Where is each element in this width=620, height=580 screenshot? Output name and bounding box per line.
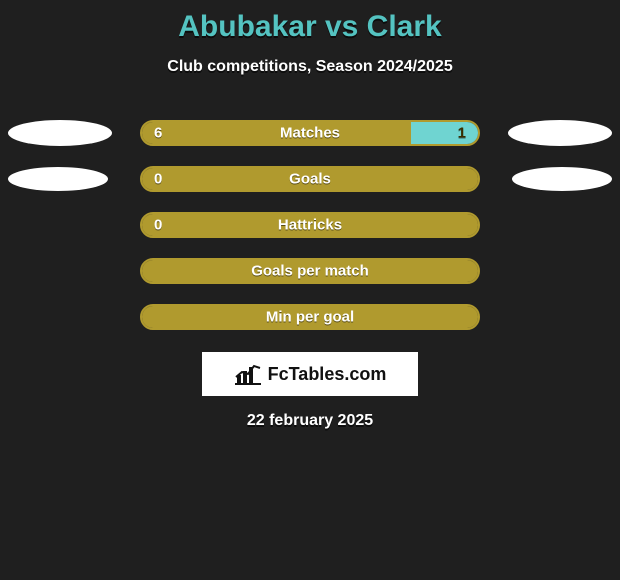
stat-bar: 0Goals [140, 166, 480, 192]
page-title: Abubakar vs Clark [0, 10, 620, 44]
stat-bar: 61Matches [140, 120, 480, 146]
stat-bar-left-fill [142, 122, 411, 144]
stat-bar-left-fill [142, 306, 478, 328]
stat-bar-left-fill [142, 260, 478, 282]
comparison-card: Abubakar vs Clark Club competitions, Sea… [0, 0, 620, 580]
player-badge-right [508, 120, 612, 146]
stat-row: Goals per match [0, 248, 620, 294]
player-badge-left [8, 120, 112, 146]
subtitle: Club competitions, Season 2024/2025 [0, 58, 620, 76]
stat-left-value: 0 [154, 217, 162, 234]
player-badge-left [8, 167, 108, 191]
player-badge-right [512, 167, 612, 191]
stat-bar-right-fill [411, 122, 478, 144]
stat-row: 0Hattricks [0, 202, 620, 248]
stat-right-value: 1 [458, 125, 466, 142]
stat-left-value: 0 [154, 171, 162, 188]
stat-bar: Goals per match [140, 258, 480, 284]
stat-row: 61Matches [0, 110, 620, 156]
stat-bar-left-fill [142, 214, 478, 236]
stat-bar-left-fill [142, 168, 478, 190]
stat-row: Min per goal [0, 294, 620, 340]
stat-bar: Min per goal [140, 304, 480, 330]
snapshot-date: 22 february 2025 [0, 412, 620, 430]
stat-left-value: 6 [154, 125, 162, 142]
stat-bar: 0Hattricks [140, 212, 480, 238]
stat-row: 0Goals [0, 156, 620, 202]
branding-text: FcTables.com [268, 364, 387, 385]
branding-chart-icon [234, 363, 262, 385]
stat-rows: 61Matches0Goals0HattricksGoals per match… [0, 110, 620, 340]
branding-badge: FcTables.com [202, 352, 418, 396]
